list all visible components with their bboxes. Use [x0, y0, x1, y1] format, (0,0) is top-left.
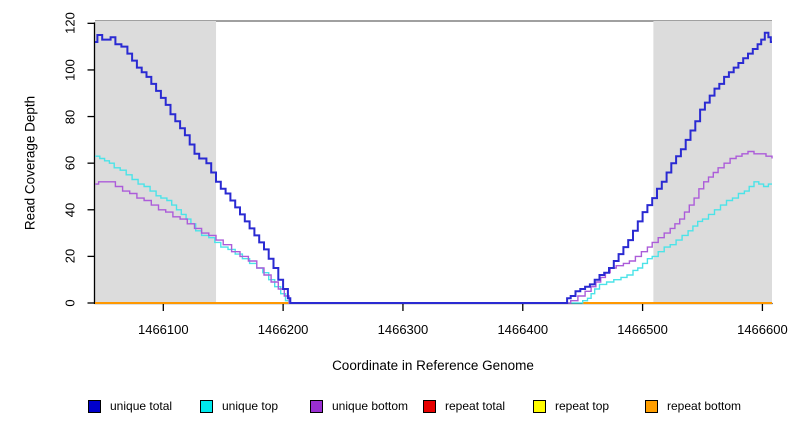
legend-swatch-icon: [533, 399, 546, 413]
legend-item-unique-total: unique total: [88, 399, 172, 413]
legend-label: unique bottom: [332, 399, 409, 413]
legend-item-repeat-bottom: repeat bottom: [645, 399, 741, 413]
legend-swatch-icon: [310, 399, 323, 413]
x-tick-label: 1466400: [497, 322, 549, 337]
x-tick-label: 1466200: [257, 322, 309, 337]
series-line-unique-total: [95, 31, 772, 304]
x-tick-label: 1466100: [137, 322, 189, 337]
legend-item-repeat-total: repeat total: [423, 399, 505, 413]
y-tick-label: 0: [62, 299, 78, 307]
y-tick-label: 100: [62, 59, 78, 81]
legend-label: unique total: [110, 399, 173, 413]
repeat-region-right-shading: [653, 21, 772, 302]
x-tick-label: 1466500: [617, 322, 668, 337]
legend-item-repeat-top: repeat top: [533, 399, 609, 413]
repeat-region-left-shading: [95, 21, 217, 302]
legend-swatch-icon: [88, 399, 101, 413]
y-tick-label: 80: [62, 109, 78, 124]
legend-item-unique-top: unique top: [200, 399, 278, 413]
legend-swatch-icon: [423, 399, 436, 413]
legend-label: repeat total: [445, 399, 506, 413]
series-line-unique-bottom: [95, 150, 773, 304]
legend-label: repeat bottom: [667, 399, 742, 413]
legend-swatch-icon: [200, 399, 213, 413]
y-tick-label: 40: [62, 202, 78, 217]
legend-item-unique-bottom: unique bottom: [310, 399, 408, 413]
series-line-unique-top: [95, 155, 772, 304]
y-axis-title: Read Coverage Depth: [22, 95, 38, 231]
legend-label: unique top: [222, 399, 279, 413]
y-tick-label: 60: [62, 155, 78, 171]
x-tick-label: 1466300: [377, 322, 429, 337]
y-tick-label: 20: [62, 249, 78, 264]
legend-label: repeat top: [555, 399, 610, 413]
x-axis-title: Coordinate in Reference Genome: [332, 358, 534, 373]
legend-swatch-icon: [645, 399, 658, 413]
y-tick-label: 120: [62, 12, 78, 35]
x-tick-label: 1466600: [737, 322, 788, 337]
